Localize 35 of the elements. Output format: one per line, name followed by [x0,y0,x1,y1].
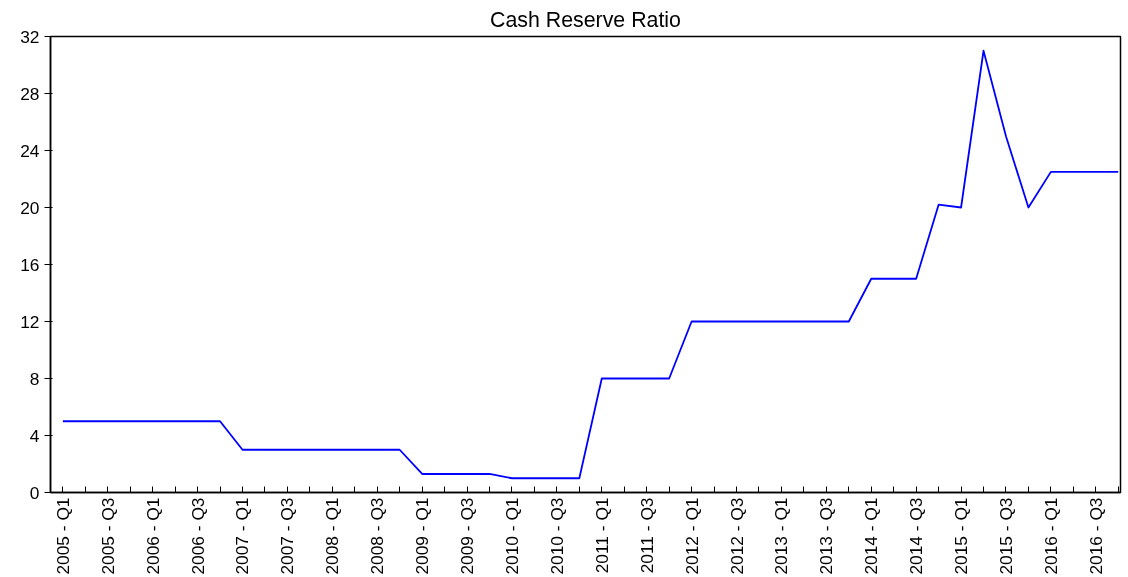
x-tick-label: 2012 - Q1 [681,497,702,575]
x-tick-label: 2008 - Q1 [322,497,343,575]
x-tick-label: 2010 - Q1 [501,497,522,575]
x-tick-label: 2005 - Q3 [97,497,118,575]
line-series [61,49,1120,480]
y-tick-label: 12 [20,311,40,332]
y-tick-label: 8 [29,368,40,389]
x-tick-label: 2009 - Q3 [457,497,478,575]
y-tick-label: 0 [29,482,40,503]
x-tick-label: 2006 - Q1 [142,497,163,575]
x-tick-label: 2005 - Q1 [52,497,73,575]
y-tick-label: 16 [20,254,40,275]
x-tick-label: 2013 - Q3 [816,497,837,575]
x-tick-label: 2007 - Q1 [232,497,253,575]
x-tick-label: 2015 - Q3 [995,497,1016,575]
x-tick-label: 2011 - Q3 [636,497,657,574]
x-tick-label: 2014 - Q1 [861,497,882,575]
x-tick-label: 2010 - Q3 [546,497,567,575]
x-tick-label: 2014 - Q3 [906,497,927,575]
y-tick-label: 24 [20,140,40,161]
y-tick-label: 4 [29,425,40,446]
x-tick-label: 2012 - Q3 [726,497,747,575]
x-tick-label: 2015 - Q1 [951,497,972,575]
chart-title: Cash Reserve Ratio [490,7,681,32]
y-tick-label: 28 [20,83,40,104]
x-tick-label: 2009 - Q1 [412,497,433,575]
x-tick-label: 2007 - Q3 [277,497,298,575]
x-tick-label: 2013 - Q1 [771,497,792,575]
y-tick-label: 32 [20,26,40,47]
x-tick-label: 2016 - Q1 [1040,497,1061,575]
y-tick-label: 20 [20,197,40,218]
x-tick-label: 2016 - Q3 [1085,497,1106,575]
x-tick-label: 2006 - Q3 [187,497,208,575]
x-tick-label: 2011 - Q1 [591,497,612,574]
x-tick-label: 2008 - Q3 [367,497,388,575]
